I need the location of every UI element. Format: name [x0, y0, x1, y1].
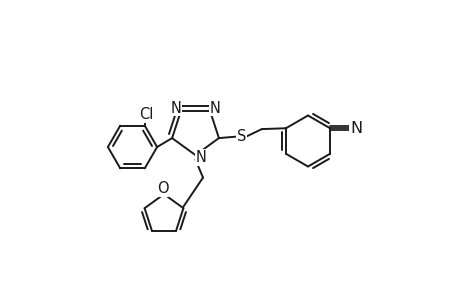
Text: N: N	[170, 101, 181, 116]
Text: S: S	[236, 129, 246, 144]
Text: O: O	[157, 181, 168, 196]
Text: Cl: Cl	[139, 107, 153, 122]
Text: N: N	[195, 150, 206, 165]
Text: N: N	[349, 121, 361, 136]
Text: N: N	[209, 101, 220, 116]
